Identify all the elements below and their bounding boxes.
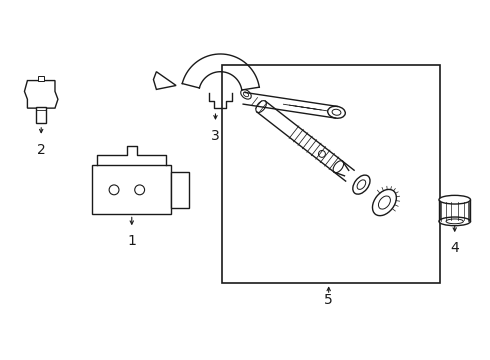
Bar bbox=[38, 76, 44, 81]
Text: 4: 4 bbox=[450, 241, 459, 255]
Circle shape bbox=[318, 150, 325, 157]
Bar bbox=[171, 172, 189, 208]
Ellipse shape bbox=[446, 219, 464, 224]
Polygon shape bbox=[153, 72, 176, 89]
Ellipse shape bbox=[333, 161, 343, 173]
Bar bbox=[93, 165, 171, 215]
Bar bbox=[222, 65, 440, 283]
Ellipse shape bbox=[439, 217, 470, 226]
Text: 1: 1 bbox=[127, 234, 136, 248]
Text: 3: 3 bbox=[211, 129, 220, 143]
Polygon shape bbox=[24, 81, 58, 108]
Ellipse shape bbox=[241, 90, 251, 99]
Ellipse shape bbox=[328, 106, 345, 118]
Ellipse shape bbox=[357, 180, 366, 189]
Ellipse shape bbox=[378, 196, 391, 209]
Circle shape bbox=[109, 185, 119, 195]
Ellipse shape bbox=[372, 189, 396, 216]
Circle shape bbox=[135, 185, 145, 195]
Text: 2: 2 bbox=[37, 143, 46, 157]
Bar bbox=[36, 107, 46, 123]
Ellipse shape bbox=[439, 195, 470, 204]
Ellipse shape bbox=[256, 100, 267, 113]
Text: 5: 5 bbox=[324, 293, 333, 307]
Ellipse shape bbox=[353, 175, 370, 194]
Ellipse shape bbox=[332, 109, 341, 115]
